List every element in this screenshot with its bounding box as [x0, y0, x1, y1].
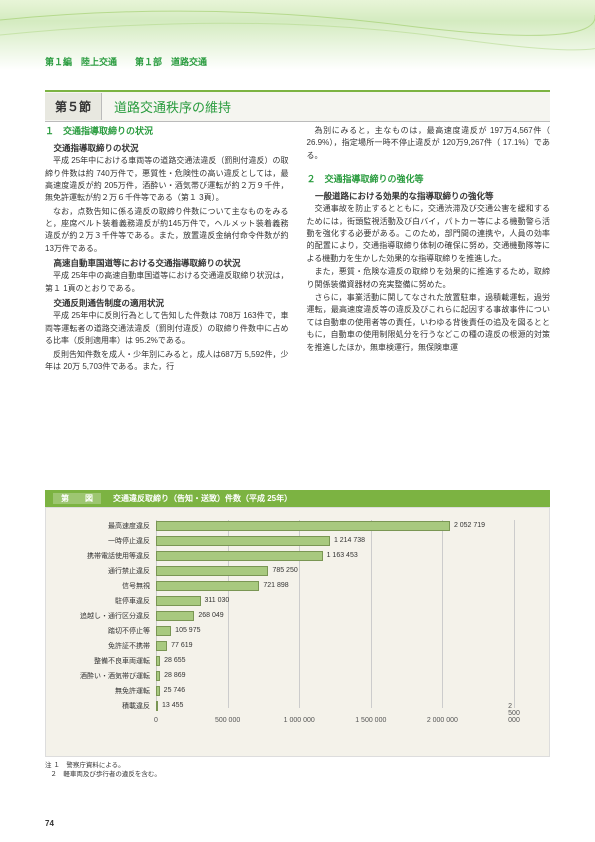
chart-bar-row: 通行禁止違反785 250 [156, 565, 514, 576]
section-title: 道路交通秩序の維持 [102, 92, 243, 121]
section-header: 第５節 道路交通秩序の維持 [45, 90, 550, 122]
breadcrumb: 第１編 陸上交通 第１部 道路交通 [45, 55, 207, 68]
sub-subheading: 交通指導取締りの状況 [45, 142, 289, 155]
chart-title-bar: 第 図 交通違反取締り（告知・送致）件数（平成 25年） [45, 490, 550, 507]
subsection-heading: ２ 交通指導取締りの強化等 [307, 173, 551, 187]
chart-gridline [514, 520, 515, 708]
paragraph: 為別にみると，主なものは，最高速度違反が 197万4,567件（ 26.9%），… [307, 125, 551, 162]
chart-bar-label: 免許証不携帯 [61, 641, 156, 651]
content-columns: １ 交通指導取締りの状況 交通指導取締りの状況 平成 25年中における車両等の道… [45, 125, 550, 374]
chart-notes: 注 １ 警察庁資料による。 ２ 軽車両及び歩行者の違反を含む。 [45, 761, 550, 779]
chart-bar-row: 積載違反13 455 [156, 700, 514, 711]
chart-x-tick-label: 1 500 000 [355, 717, 386, 724]
chart-bar-fill [156, 551, 323, 561]
paragraph: 平成 25年中に反則行為として告知した件数は 708万 163件で，車両等運転者… [45, 310, 289, 347]
sub-subheading: 高速自動車国道等における交通指導取締りの状況 [45, 257, 289, 270]
chart-bar-value: 1 163 453 [327, 552, 358, 559]
paragraph: さらに，事業活動に関してなされた放置駐車，過積載運転，過労運転，最高速度違反等の… [307, 292, 551, 354]
chart-bar-fill [156, 671, 160, 681]
chart-area: 0500 0001 000 0001 500 0002 000 0002 500… [45, 507, 550, 757]
chart-bar-label: 一時停止違反 [61, 536, 156, 546]
paragraph: 平成 25年中における車両等の道路交通法違反（罰則付違反）の取締り件数は約 74… [45, 155, 289, 205]
paragraph: また，悪質・危険な違反の取締りを効果的に推進するため，取締り関係装備資器材の充実… [307, 266, 551, 291]
chart-bar-fill [156, 581, 259, 591]
chart-bar-value: 28 869 [164, 672, 185, 679]
paragraph: なお，点数告知に係る違反の取締り件数について主なものをみると，座席ベルト装着義務… [45, 206, 289, 256]
chart-bar-label: 通行禁止違反 [61, 566, 156, 576]
chart-bar-value: 28 655 [164, 657, 185, 664]
chart-bar-label: 踏切不停止等 [61, 626, 156, 636]
chart-bar-row: 信号無視721 898 [156, 580, 514, 591]
chart-bar-label: 携帯電話使用等違反 [61, 551, 156, 561]
chart-bar-value: 25 746 [164, 687, 185, 694]
chart-bar-row: 駐停車違反311 030 [156, 595, 514, 606]
note-line: １ 警察庁資料による。 [53, 762, 124, 769]
chart-bar-label: 酒酔い・酒気帯び運転 [61, 671, 156, 681]
chart-bar-value: 2 052 719 [454, 522, 485, 529]
subsection-heading: １ 交通指導取締りの状況 [45, 125, 289, 139]
page-number: 74 [45, 819, 54, 828]
chart-bar-label: 積載違反 [61, 701, 156, 711]
chart-bar-fill [156, 596, 201, 606]
chart-bar-label: 駐停車違反 [61, 596, 156, 606]
chart-bar-row: 携帯電話使用等違反1 163 453 [156, 550, 514, 561]
chart-x-tick-label: 2 000 000 [427, 717, 458, 724]
paragraph: 平成 25年中の高速自動車国道等における交通違反取締り状況は，第１ 1頁のとおり… [45, 270, 289, 295]
chart-bar-row: 整備不良車両運転28 655 [156, 655, 514, 666]
chart-bar-label: 整備不良車両運転 [61, 656, 156, 666]
chart-bar-row: 追越し・通行区分違反268 049 [156, 610, 514, 621]
chart-bar-value: 1 214 738 [334, 537, 365, 544]
chart-bar-label: 最高速度違反 [61, 521, 156, 531]
chart-bar-value: 105 975 [175, 627, 200, 634]
chart-bar-value: 77 619 [171, 642, 192, 649]
note-prefix: 注 [45, 762, 52, 769]
chart-bar-value: 13 455 [162, 702, 183, 709]
chart-title: 交通違反取締り（告知・送致）件数（平成 25年） [113, 493, 292, 504]
chart-bar-row: 無免許運転25 746 [156, 685, 514, 696]
chart-bar-fill [156, 641, 167, 651]
bar-container: 0500 0001 000 0001 500 0002 000 0002 500… [156, 520, 514, 726]
right-column: 為別にみると，主なものは，最高速度違反が 197万4,567件（ 26.9%），… [307, 125, 551, 374]
chart-bar-row: 踏切不停止等105 975 [156, 625, 514, 636]
chart-bar-row: 免許証不携帯77 619 [156, 640, 514, 651]
chart-badge: 第 図 [53, 493, 101, 504]
chart-x-tick-label: 1 000 000 [284, 717, 315, 724]
sub-subheading: 一般道路における効果的な指導取締りの強化等 [307, 190, 551, 203]
chart-bar-label: 無免許運転 [61, 686, 156, 696]
section-number: 第５節 [45, 93, 102, 120]
chart-bar-label: 信号無視 [61, 581, 156, 591]
chart-bar-value: 785 250 [272, 567, 297, 574]
note-line: ２ 軽車両及び歩行者の違反を含む。 [50, 771, 161, 778]
chart-bar-fill [156, 521, 450, 531]
paragraph: 交通事故を防止するとともに，交通渋滞及び交通公害を緩和するためには，街頭監視活動… [307, 203, 551, 265]
chart-wrapper: 第 図 交通違反取締り（告知・送致）件数（平成 25年） 0 500 000 1 0… [45, 490, 550, 779]
sub-subheading: 交通反則通告制度の適用状況 [45, 297, 289, 310]
chart-bar-fill [156, 611, 194, 621]
chart-bar-fill [156, 626, 171, 636]
chart-bar-value: 268 049 [198, 612, 223, 619]
top-curve-decoration [0, 0, 595, 60]
chart-bar-row: 一時停止違反1 214 738 [156, 535, 514, 546]
chart-bar-fill [156, 656, 160, 666]
chart-bar-fill [156, 686, 160, 696]
chart-bar-fill [156, 566, 268, 576]
chart-bar-label: 追越し・通行区分違反 [61, 611, 156, 621]
chart-bar-value: 311 030 [205, 597, 230, 604]
chart-x-tick-label: 500 000 [215, 717, 240, 724]
chart-bar-fill [156, 536, 330, 546]
chart-bar-row: 酒酔い・酒気帯び運転28 869 [156, 670, 514, 681]
chart-bar-fill [156, 701, 158, 711]
left-column: １ 交通指導取締りの状況 交通指導取締りの状況 平成 25年中における車両等の道… [45, 125, 289, 374]
chart-bar-value: 721 898 [263, 582, 288, 589]
paragraph: 反則告知件数を成人・少年別にみると，成人は687万 5,592件，少年は 20万… [45, 349, 289, 374]
chart-x-tick-label: 0 [154, 717, 158, 724]
chart-bar-row: 最高速度違反2 052 719 [156, 520, 514, 531]
